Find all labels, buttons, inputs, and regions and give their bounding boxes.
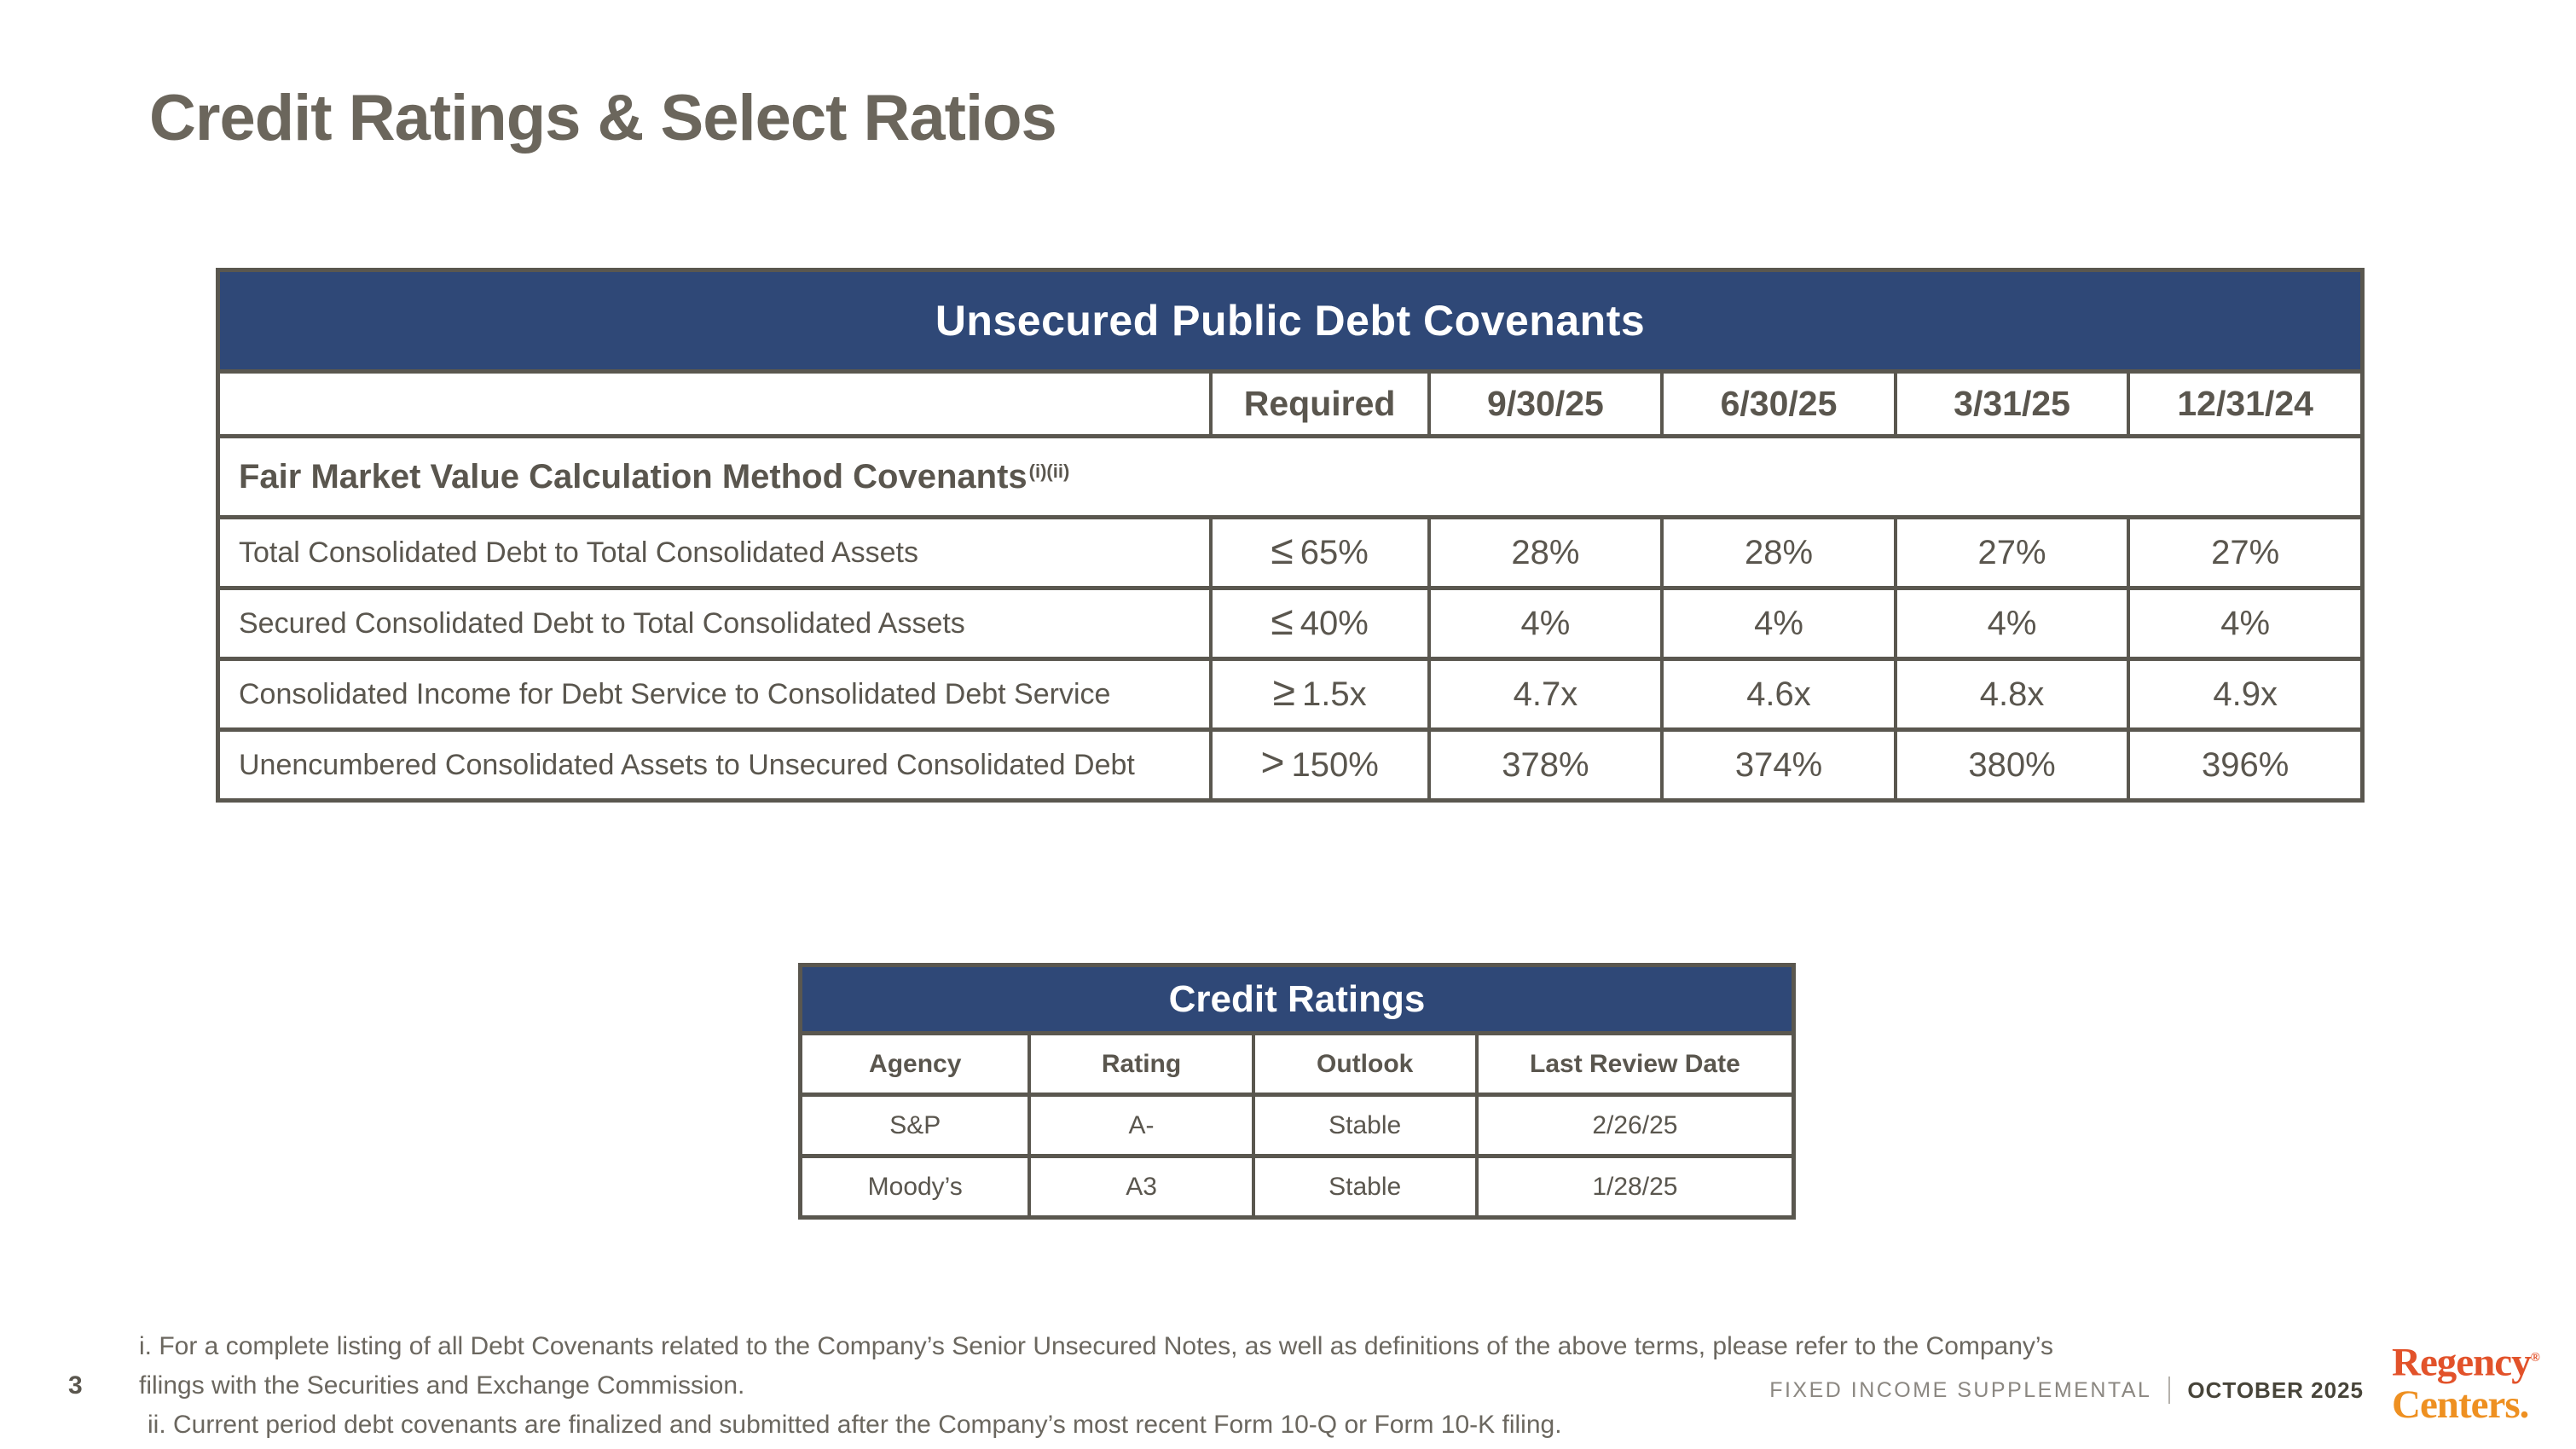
- logo-regency-text: Regency®: [2392, 1340, 2540, 1385]
- covenant-value: 4%: [1427, 590, 1661, 657]
- table-row: S&P A- Stable 2/26/25: [802, 1093, 1792, 1154]
- rating-value: A-: [1028, 1097, 1251, 1154]
- ratings-header-agency: Agency: [869, 1049, 962, 1078]
- covenant-value: 396%: [2127, 732, 2360, 798]
- required-value: 150%: [1291, 745, 1379, 784]
- table-row: Total Consolidated Debt to Total Consoli…: [220, 515, 2360, 586]
- ratings-header-outlook: Outlook: [1251, 1035, 1475, 1093]
- ratings-header-last-review: Last Review Date: [1474, 1035, 1792, 1093]
- covenant-required: ≤65%: [1208, 519, 1427, 586]
- logo-centers-text: Centers.: [2392, 1382, 2529, 1427]
- page-title: Credit Ratings & Select Ratios: [149, 82, 1057, 154]
- covenant-value: 27%: [1893, 519, 2127, 586]
- footnote-i-line2: filings with the Securities and Exchange…: [139, 1371, 745, 1400]
- registered-trademark-icon: ®: [2530, 1351, 2540, 1365]
- covenant-value: 28%: [1660, 519, 1894, 586]
- table-row: Consolidated Income for Debt Service to …: [220, 657, 2360, 727]
- covenant-value: 374%: [1660, 732, 1894, 798]
- covenant-value: 27%: [2127, 519, 2360, 586]
- footer: FIXED INCOME SUPPLEMENTAL OCTOBER 2025: [1769, 1375, 2364, 1406]
- covenant-value: 4.9x: [2127, 661, 2360, 727]
- rating-last-review: 1/28/25: [1474, 1158, 1792, 1215]
- covenant-value: 4%: [1893, 590, 2127, 657]
- credit-ratings-title: Credit Ratings: [802, 967, 1792, 1031]
- covenants-section-label: Fair Market Value Calculation Method Cov…: [239, 457, 1028, 496]
- covenant-label: Secured Consolidated Debt to Total Conso…: [239, 606, 965, 640]
- rating-outlook: Stable: [1251, 1097, 1475, 1154]
- covenants-table: Unsecured Public Debt Covenants Required…: [216, 268, 2365, 803]
- footer-document-label: FIXED INCOME SUPPLEMENTAL: [1769, 1377, 2152, 1402]
- footnote-i-line1: i. For a complete listing of all Debt Co…: [139, 1332, 2054, 1360]
- ratings-header-rating: Rating: [1028, 1035, 1251, 1093]
- ratings-header-row: Agency Rating Outlook Last Review Date: [802, 1031, 1792, 1093]
- page-number: 3: [68, 1371, 83, 1400]
- required-value: 40%: [1300, 604, 1369, 642]
- covenants-section-footnote-marker: (i)(ii): [1028, 461, 1070, 482]
- gte-symbol: ≥: [1272, 669, 1295, 715]
- covenants-header-blank: [220, 374, 1209, 434]
- covenant-value: 378%: [1427, 732, 1661, 798]
- covenant-value: 4.7x: [1427, 661, 1661, 727]
- rating-last-review: 2/26/25: [1474, 1097, 1792, 1154]
- covenant-label: Total Consolidated Debt to Total Consoli…: [239, 536, 918, 569]
- footer-date-label: OCTOBER 2025: [2187, 1377, 2364, 1403]
- rating-outlook: Stable: [1251, 1158, 1475, 1215]
- regency-centers-logo: Regency® Centers.: [2392, 1337, 2540, 1426]
- covenant-value: 28%: [1427, 519, 1661, 586]
- covenants-table-title: Unsecured Public Debt Covenants: [220, 272, 2360, 369]
- covenant-value: 4%: [1660, 590, 1894, 657]
- footer-divider: [2168, 1377, 2171, 1404]
- covenant-label: Unencumbered Consolidated Assets to Unse…: [239, 748, 1135, 781]
- covenants-header-q2-25: 6/30/25: [1660, 374, 1894, 434]
- covenant-required: ≤40%: [1208, 590, 1427, 657]
- covenant-required: ≥1.5x: [1208, 661, 1427, 727]
- covenants-header-q3-25: 9/30/25: [1427, 374, 1661, 434]
- rating-value: A3: [1028, 1158, 1251, 1215]
- table-row: Moody’s A3 Stable 1/28/25: [802, 1154, 1792, 1215]
- table-row: Secured Consolidated Debt to Total Conso…: [220, 586, 2360, 657]
- required-value: 65%: [1300, 533, 1369, 571]
- rating-agency: S&P: [889, 1110, 941, 1139]
- covenant-value: 4.6x: [1660, 661, 1894, 727]
- rating-agency: Moody’s: [867, 1172, 963, 1201]
- credit-ratings-table: Credit Ratings Agency Rating Outlook Las…: [798, 963, 1796, 1220]
- covenant-value: 380%: [1893, 732, 2127, 798]
- covenant-required: >150%: [1208, 732, 1427, 798]
- covenant-value: 4.8x: [1893, 661, 2127, 727]
- lte-symbol: ≤: [1271, 599, 1294, 644]
- covenants-header-q4-24: 12/31/24: [2127, 374, 2360, 434]
- footnotes: i. For a complete listing of all Debt Co…: [139, 1327, 2053, 1445]
- footnote-ii: ii. Current period debt covenants are fi…: [148, 1411, 1562, 1439]
- gt-symbol: >: [1260, 740, 1285, 785]
- lte-symbol: ≤: [1271, 528, 1294, 573]
- covenants-header-required: Required: [1208, 374, 1427, 434]
- covenants-header-row: Required 9/30/25 6/30/25 3/31/25 12/31/2…: [220, 369, 2360, 434]
- table-row: Unencumbered Consolidated Assets to Unse…: [220, 727, 2360, 798]
- required-value: 1.5x: [1301, 675, 1367, 713]
- covenants-header-q1-25: 3/31/25: [1893, 374, 2127, 434]
- covenants-section-row: Fair Market Value Calculation Method Cov…: [220, 434, 2360, 515]
- covenant-label: Consolidated Income for Debt Service to …: [239, 677, 1111, 710]
- covenant-value: 4%: [2127, 590, 2360, 657]
